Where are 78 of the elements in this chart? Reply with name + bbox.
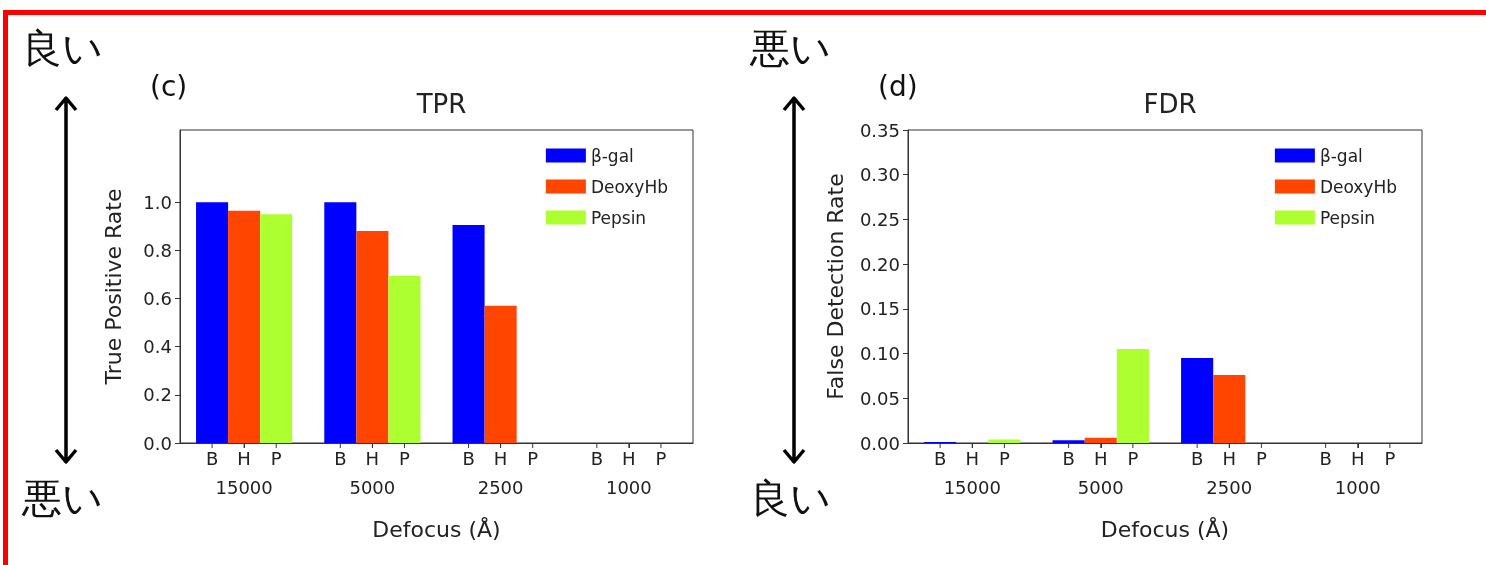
text: P — [655, 447, 667, 469]
y-tick-label: 0.35 — [859, 119, 900, 141]
x-axis-title: Defocus (Å) — [372, 515, 501, 542]
text: H — [493, 447, 508, 469]
text: B — [1190, 447, 1204, 469]
x-tick-label: 5000 — [349, 476, 396, 498]
text: P — [998, 447, 1010, 469]
y-axis-title: False Detection Rate — [822, 173, 848, 400]
text: B — [205, 447, 219, 469]
text: H — [622, 447, 636, 469]
y-tick-label: 0.4 — [143, 336, 172, 358]
text: H — [1093, 447, 1108, 469]
bar — [356, 231, 389, 443]
text: 悪い — [21, 475, 103, 521]
text: P — [527, 447, 539, 469]
y-tick-label: 1.0 — [143, 191, 172, 213]
bar — [1181, 358, 1214, 443]
bar — [388, 275, 421, 443]
y-tick-label: 0.10 — [859, 343, 900, 365]
text: P — [1384, 447, 1396, 469]
text: H — [965, 447, 980, 469]
legend-label: DeoxyHb — [1319, 176, 1397, 197]
bar — [1052, 440, 1085, 443]
text: H — [365, 447, 380, 469]
text: B — [462, 447, 475, 469]
text: H — [237, 447, 251, 469]
x-axis-title: Defocus (Å) — [1100, 515, 1230, 542]
y-tick-label: 0.20 — [859, 253, 900, 275]
text: B — [1062, 447, 1075, 469]
legend-label: β-gal — [1319, 145, 1363, 166]
legend-label: Pepsin — [590, 207, 647, 228]
bar — [228, 210, 261, 443]
x-tick-label: 15000 — [215, 476, 273, 498]
chart-title: TPR — [415, 89, 467, 119]
y-tick-label: 0.25 — [859, 208, 900, 230]
text: (c) — [150, 69, 188, 103]
y-tick-label: 0.15 — [859, 298, 900, 320]
text: H — [1222, 447, 1237, 469]
bar — [260, 214, 293, 443]
text: P — [1127, 447, 1139, 469]
bar — [484, 305, 517, 443]
y-tick-label: 0.0 — [143, 432, 172, 454]
x-tick-label: 5000 — [1077, 476, 1124, 498]
text: P — [270, 447, 282, 469]
text: B — [590, 447, 603, 469]
x-tick-label: 2500 — [477, 476, 524, 498]
text: 良い — [22, 25, 103, 71]
text: P — [1255, 447, 1267, 469]
bar — [452, 225, 485, 443]
text: P — [399, 447, 411, 469]
text: H — [1350, 447, 1365, 469]
text: B — [334, 447, 347, 469]
x-tick-label: 2500 — [1206, 476, 1253, 498]
y-tick-label: 0.6 — [143, 288, 172, 310]
legend-label: β-gal — [590, 145, 634, 166]
legend-label: Pepsin — [1319, 207, 1376, 228]
bar — [1213, 375, 1246, 443]
text: 悪い — [749, 25, 831, 71]
bar — [324, 202, 357, 443]
y-tick-label: 0.30 — [859, 164, 900, 186]
text: B — [933, 447, 947, 469]
bar — [196, 202, 229, 443]
text: (d) — [878, 69, 918, 103]
x-tick-label: 1000 — [1334, 476, 1381, 498]
y-axis-title: True Positive Rate — [100, 188, 126, 386]
x-tick-label: 15000 — [943, 476, 1001, 498]
bar — [988, 439, 1021, 443]
bar — [1084, 437, 1117, 443]
x-tick-label: 1000 — [605, 476, 652, 498]
chart-title: FDR — [1143, 89, 1197, 119]
legend-label: DeoxyHb — [590, 176, 668, 197]
y-tick-label: 0.05 — [859, 387, 900, 409]
y-tick-label: 0.8 — [143, 239, 172, 261]
text: 良い — [750, 475, 831, 521]
text: B — [1319, 447, 1332, 469]
bar — [1116, 349, 1149, 443]
y-tick-label: 0.00 — [859, 432, 900, 454]
y-tick-label: 0.2 — [143, 384, 172, 406]
